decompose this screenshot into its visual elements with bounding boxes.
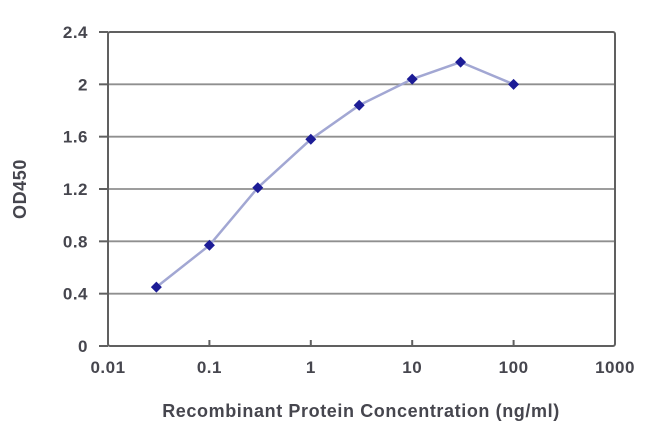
y-tick-label: 2 <box>78 75 88 94</box>
series-line <box>155 60 515 289</box>
y-tick-label: 1.2 <box>63 180 88 199</box>
data-point-marker <box>305 133 317 145</box>
data-point-marker <box>252 182 264 194</box>
x-axis-title: Recombinant Protein Concentration (ng/ml… <box>162 401 560 421</box>
x-tick-label: 100 <box>499 358 529 377</box>
y-tick-label: 0.8 <box>63 232 88 251</box>
y-tick-label: 0 <box>78 337 88 356</box>
x-tick-label: 0.1 <box>197 358 222 377</box>
data-point-marker <box>455 56 467 68</box>
x-tick-label: 1000 <box>595 358 635 377</box>
y-tick-label: 1.6 <box>63 128 88 147</box>
y-tick-label: 0.4 <box>63 285 88 304</box>
data-point-marker <box>353 99 365 111</box>
y-axis-title: OD450 <box>10 159 30 219</box>
data-point-marker <box>150 281 162 293</box>
data-point-marker <box>406 73 418 85</box>
y-tick-label: 2.4 <box>63 23 88 42</box>
x-tick-label: 1 <box>306 358 316 377</box>
data-point-marker <box>203 239 215 251</box>
x-tick-label: 10 <box>402 358 422 377</box>
x-tick-label: 0.01 <box>90 358 125 377</box>
data-point-marker <box>508 78 520 90</box>
